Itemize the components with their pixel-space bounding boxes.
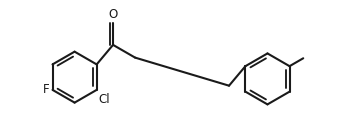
Text: O: O xyxy=(108,8,118,21)
Text: Cl: Cl xyxy=(98,93,110,106)
Text: F: F xyxy=(43,83,50,96)
